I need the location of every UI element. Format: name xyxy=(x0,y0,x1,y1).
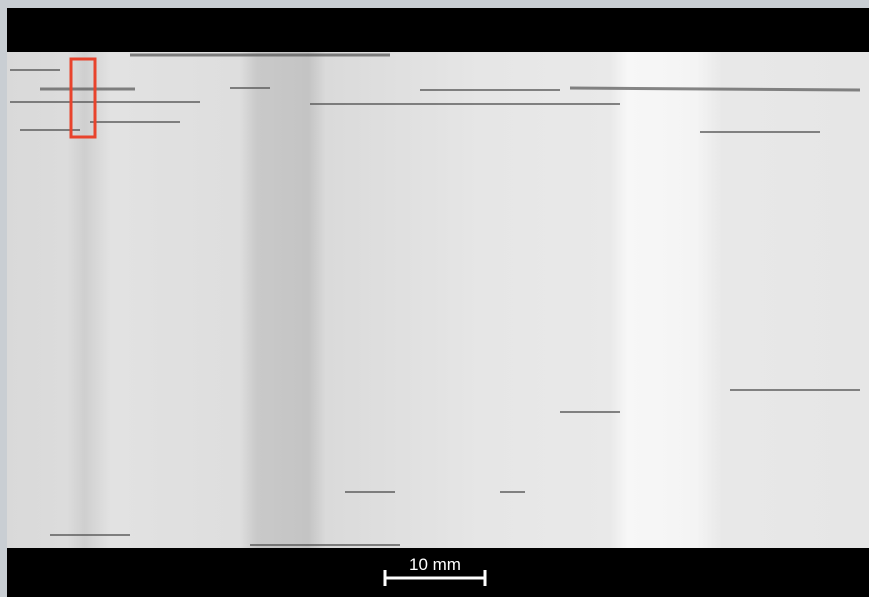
scale-bar xyxy=(383,570,487,586)
scale-label: 10 mm xyxy=(409,555,461,574)
highlight-box xyxy=(69,57,97,139)
streaks xyxy=(10,53,861,546)
bottom-band xyxy=(7,548,869,597)
top-band xyxy=(7,8,869,52)
scan-image xyxy=(7,52,869,548)
